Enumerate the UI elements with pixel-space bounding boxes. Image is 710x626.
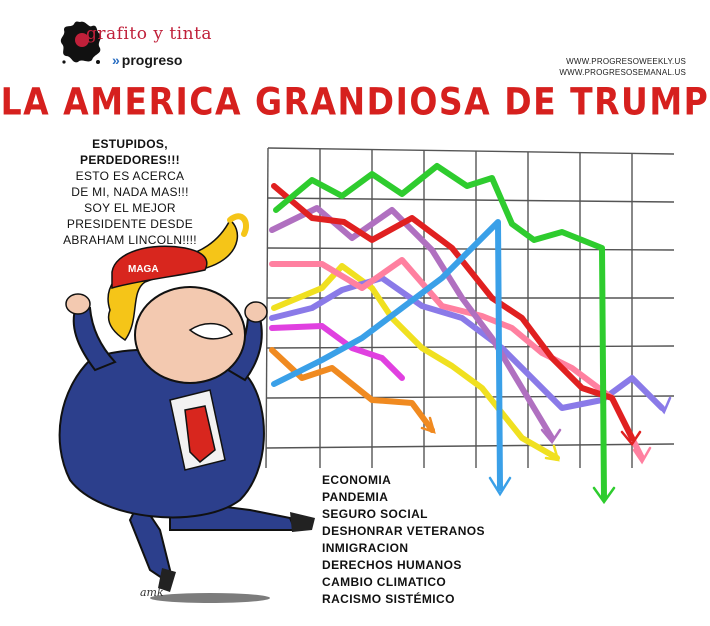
list-item: ECONOMIA — [322, 473, 392, 487]
line-magenta — [269, 323, 405, 381]
progreso-mark-icon: » — [112, 52, 120, 68]
speech-line: ABRAHAM LINCOLN!!!! — [63, 233, 197, 247]
figure-face — [134, 286, 246, 384]
falling-chart-illustration — [265, 147, 675, 505]
website-urls: WWW.PROGRESOWEEKLY.US WWW.PROGRESOSEMANA… — [536, 56, 686, 78]
line-green — [273, 163, 607, 501]
figure-tie — [184, 405, 216, 464]
logo-name: grafito y tinta — [86, 24, 213, 44]
list-item: INMIGRACION — [322, 541, 409, 555]
ink-splat-logo-icon — [60, 21, 102, 64]
logo-progreso-label: progreso — [121, 52, 183, 68]
caricature-figure-illustration: MAGA — [58, 213, 315, 603]
speech-line: DE MI, NADA MAS!!! — [71, 185, 189, 199]
list-item: PANDEMIA — [322, 490, 389, 504]
speech-text: ESTUPIDOS, PERDEDORES!!! ESTO ES ACERCA … — [40, 136, 220, 248]
cartoon-title: LA AMERICA GRANDIOSA DE TRUMP — [0, 79, 710, 124]
url-weekly: WWW.PROGRESOWEEKLY.US — [566, 57, 686, 66]
figure-shoe-left — [158, 568, 176, 592]
figure-hand-right — [244, 301, 268, 323]
figure-shadow — [150, 593, 270, 603]
topics-list: ECONOMIA PANDEMIA SEGURO SOCIAL DESHONRA… — [322, 472, 485, 608]
figure-mouth — [188, 322, 234, 340]
list-item: DESHONRAR VETERANOS — [322, 524, 485, 538]
line-pink — [269, 257, 645, 461]
figure-hat — [111, 245, 208, 289]
speech-bold-line: ESTUPIDOS, — [92, 137, 168, 151]
speech-line: PRESIDENTE DESDE — [66, 217, 194, 231]
artist-signature: amk — [140, 586, 164, 599]
line-blue — [271, 219, 503, 491]
list-item: CAMBIO CLIMATICO — [322, 575, 447, 589]
list-item: SEGURO SOCIAL — [322, 507, 428, 521]
speech-line: SOY EL MEJOR — [84, 201, 176, 215]
chart-arrowheads — [420, 396, 672, 505]
list-item: RACISMO SISTÉMICO — [322, 592, 455, 606]
figure-hair-curl — [227, 213, 250, 237]
logo-progreso: » progreso — [112, 52, 182, 68]
figure-hand-left — [65, 293, 91, 315]
speech-line: ESTO ES ACERCA — [75, 169, 185, 183]
speech-bold-line: PERDEDORES!!! — [80, 153, 180, 167]
line-red — [271, 183, 635, 441]
url-semanal: WWW.PROGRESOSEMANAL.US — [559, 68, 686, 77]
figure-shoe-right — [290, 512, 315, 532]
list-item: DERECHOS HUMANOS — [322, 558, 462, 572]
hat-text: MAGA — [128, 264, 159, 275]
